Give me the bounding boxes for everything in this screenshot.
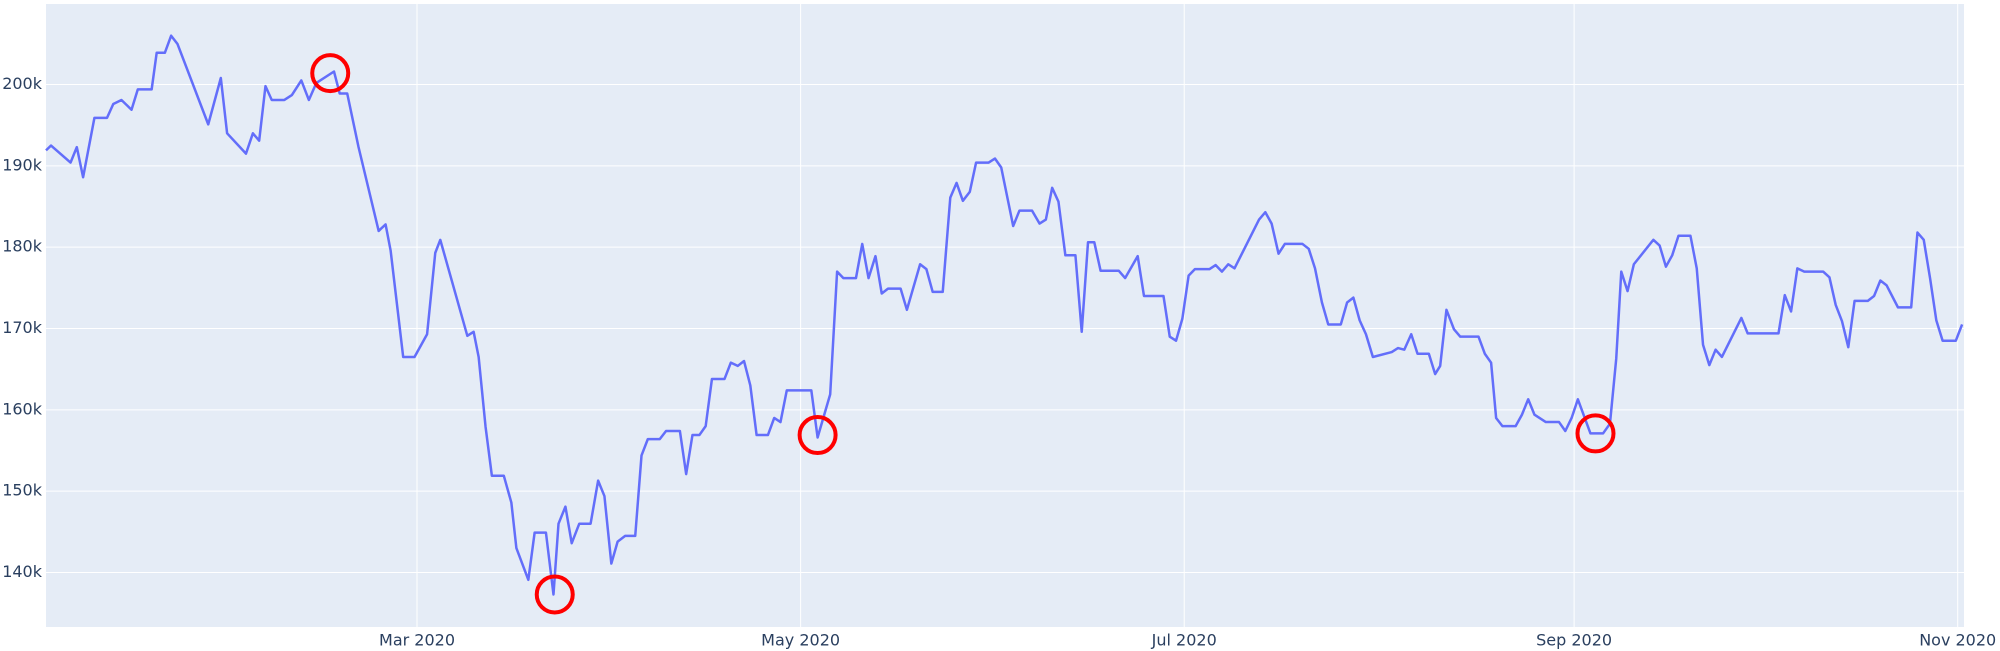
y-tick-label: 170k (2, 318, 43, 337)
plot-background (46, 4, 1964, 627)
x-tick-label: Jul 2020 (1151, 631, 1217, 650)
y-tick-label: 200k (2, 74, 43, 93)
highlight-marker (797, 415, 838, 456)
y-tick-label: 180k (2, 237, 43, 256)
highlight-marker (534, 574, 575, 615)
y-tick-label: 190k (2, 155, 43, 174)
highlight-marker (1575, 413, 1616, 454)
y-tick-label: 150k (2, 481, 43, 500)
x-tick-label: Sep 2020 (1536, 631, 1612, 650)
x-tick-label: May 2020 (761, 631, 840, 650)
x-tick-label: Mar 2020 (379, 631, 455, 650)
line (45, 34, 1964, 596)
y-tick-label: 160k (2, 399, 43, 418)
y-tick-label: 140k (2, 562, 43, 581)
x-tick-label: Nov 2020 (1919, 631, 1996, 650)
highlight-marker (310, 53, 351, 94)
